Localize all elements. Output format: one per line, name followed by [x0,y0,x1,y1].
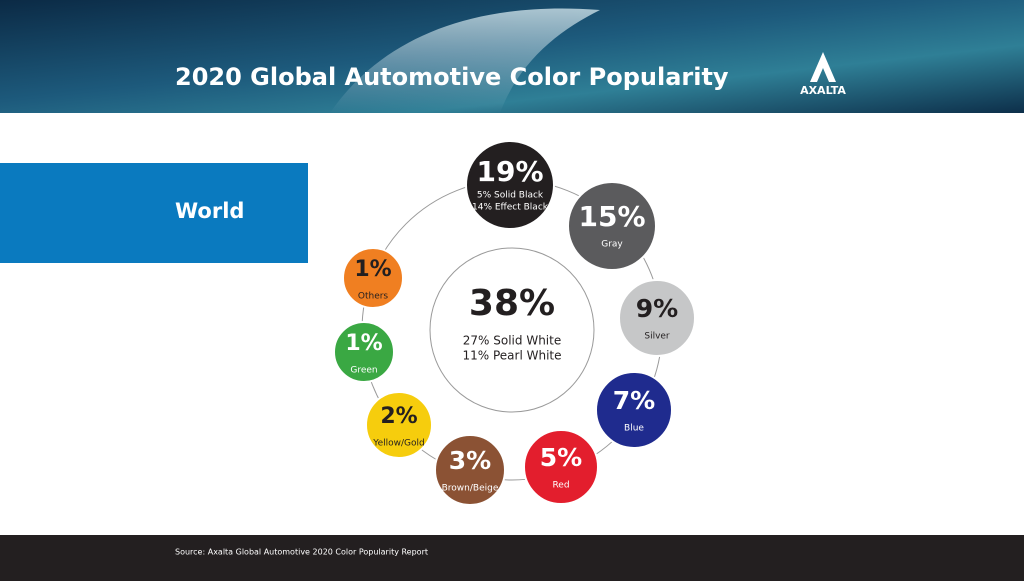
title: 2020 Global Automotive Color Popularity [175,63,729,91]
color-bubble [365,391,433,459]
color-bubble [342,247,404,309]
color-value: 19% [476,155,543,188]
color-detail: Brown/Beige [442,484,499,494]
color-bubble [567,181,657,271]
color-detail: Silver [644,332,670,342]
color-detail: 5% Solid Black [477,191,544,201]
logo-mark [810,52,836,82]
color-detail: 14% Effect Black [472,203,549,213]
center-detail: 11% Pearl White [462,349,561,363]
color-value: 2% [380,404,417,429]
center-circle [429,247,595,413]
source: Source: Axalta Global Automotive 2020 Co… [175,548,428,557]
color-value: 3% [449,446,491,475]
region-label: World [175,199,244,223]
color-bubble [333,321,395,383]
color-bubbles: 19% 5% Solid Black 14% Effect Black 15% Gray… [333,140,696,506]
center-value: 38% [469,283,555,324]
color-value: 5% [540,443,582,472]
color-value: 9% [636,294,678,323]
wave-foam [330,8,600,113]
color-bubble [465,140,555,230]
color-value: 1% [345,331,382,356]
color-detail: Blue [624,424,644,434]
color-value: 7% [613,386,655,415]
footer-bar [0,535,1024,581]
color-bubble [434,434,506,506]
region-band [0,163,308,263]
logo-text: AXALTA [800,84,846,97]
color-bubble [595,371,673,449]
color-value: 1% [354,257,391,282]
color-detail: Green [350,366,377,376]
color-detail: Yellow/Gold [372,439,424,449]
color-value: 15% [578,200,645,233]
center-detail: 27% Solid White [463,334,561,348]
color-detail: Others [358,292,389,302]
color-detail: Red [552,481,569,491]
color-bubble [523,429,599,505]
color-detail: Gray [601,240,623,250]
color-bubble [618,279,696,357]
